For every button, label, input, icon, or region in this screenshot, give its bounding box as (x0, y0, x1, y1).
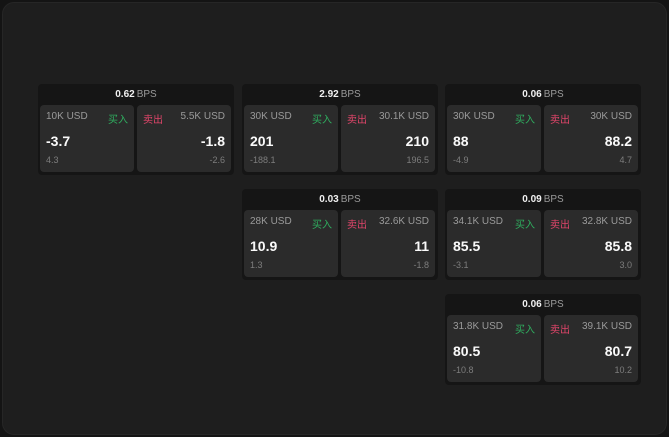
buy-change: -188.1 (250, 155, 276, 165)
sell-button[interactable]: 卖出 39.1K USD 80.7 10.2 (544, 315, 638, 382)
spread-unit: BPS (340, 194, 361, 205)
spread-unit: BPS (136, 89, 157, 100)
spread-header: 0.09 BPS (445, 189, 641, 210)
quote-card: 2.92 BPS 30K USD 买入 201 -188.1 卖出 30.1K USD… (242, 84, 438, 175)
sell-price: 210 (405, 133, 429, 149)
sell-size: 39.1K USD (581, 321, 632, 332)
sell-change: 4.7 (619, 155, 632, 165)
spread-unit: BPS (543, 299, 564, 310)
spread-unit: BPS (340, 89, 361, 100)
buy-button[interactable]: 30K USD 买入 88 -4.9 (447, 105, 541, 172)
spread-value: 0.06 (522, 299, 542, 310)
quote-card: 0.06 BPS 31.8K USD 买入 80.5 -10.8 卖出 39.1K U… (445, 294, 641, 385)
sell-label: 卖出 (143, 115, 163, 126)
sell-change: 196.5 (406, 155, 429, 165)
sell-size: 30K USD (590, 111, 632, 122)
buy-size: 30K USD (453, 111, 495, 122)
buy-label: 买入 (312, 115, 332, 126)
buy-price: -3.7 (46, 133, 71, 149)
spread-header: 2.92 BPS (242, 84, 438, 105)
buy-size: 10K USD (46, 111, 88, 122)
buy-price: 85.5 (453, 238, 481, 254)
buy-size: 31.8K USD (453, 321, 504, 332)
buy-button[interactable]: 28K USD 买入 10.9 1.3 (244, 210, 338, 277)
sell-button[interactable]: 卖出 32.6K USD 11 -1.8 (341, 210, 435, 277)
buy-button[interactable]: 30K USD 买入 201 -188.1 (244, 105, 338, 172)
sell-price: 85.8 (604, 238, 632, 254)
sell-price: 80.7 (604, 343, 632, 359)
buy-label: 买入 (515, 115, 535, 126)
buy-label: 买入 (312, 220, 332, 231)
quote-card: 0.03 BPS 28K USD 买入 10.9 1.3 卖出 32.6K USD 1… (242, 189, 438, 280)
buy-change: -4.9 (453, 155, 469, 165)
sell-size: 30.1K USD (378, 111, 429, 122)
buy-label: 买入 (515, 325, 535, 336)
spread-header: 0.06 BPS (445, 84, 641, 105)
buy-button[interactable]: 31.8K USD 买入 80.5 -10.8 (447, 315, 541, 382)
spread-unit: BPS (543, 194, 564, 205)
sell-label: 卖出 (347, 115, 367, 126)
sell-label: 卖出 (550, 220, 570, 231)
spread-header: 0.06 BPS (445, 294, 641, 315)
sell-label: 卖出 (347, 220, 367, 231)
quote-card: 0.06 BPS 30K USD 买入 88 -4.9 卖出 30K USD 88.2… (445, 84, 641, 175)
sell-price: 11 (414, 238, 429, 254)
buy-size: 34.1K USD (453, 216, 504, 227)
buy-change: 4.3 (46, 155, 59, 165)
spread-value: 2.92 (319, 89, 339, 100)
sell-button[interactable]: 卖出 30.1K USD 210 196.5 (341, 105, 435, 172)
buy-price: 88 (453, 133, 469, 149)
buy-change: 1.3 (250, 260, 263, 270)
sell-change: 3.0 (619, 260, 632, 270)
buy-price: 201 (250, 133, 274, 149)
buy-button[interactable]: 10K USD 买入 -3.7 4.3 (40, 105, 134, 172)
spread-unit: BPS (543, 89, 564, 100)
buy-price: 10.9 (250, 238, 278, 254)
buy-change: -10.8 (453, 365, 474, 375)
buy-change: -3.1 (453, 260, 469, 270)
sell-label: 卖出 (550, 115, 570, 126)
quote-card: 0.62 BPS 10K USD 买入 -3.7 4.3 卖出 5.5K USD -1… (38, 84, 234, 175)
buy-size: 28K USD (250, 216, 292, 227)
buy-size: 30K USD (250, 111, 292, 122)
sell-change: -1.8 (413, 260, 429, 270)
sell-change: 10.2 (614, 365, 632, 375)
buy-label: 买入 (515, 220, 535, 231)
sell-button[interactable]: 卖出 30K USD 88.2 4.7 (544, 105, 638, 172)
sell-button[interactable]: 卖出 32.8K USD 85.8 3.0 (544, 210, 638, 277)
sell-change: -2.6 (209, 155, 225, 165)
spread-header: 0.03 BPS (242, 189, 438, 210)
sell-button[interactable]: 卖出 5.5K USD -1.8 -2.6 (137, 105, 231, 172)
buy-button[interactable]: 34.1K USD 买入 85.5 -3.1 (447, 210, 541, 277)
buy-price: 80.5 (453, 343, 481, 359)
sell-size: 32.8K USD (581, 216, 632, 227)
sell-label: 卖出 (550, 325, 570, 336)
sell-size: 5.5K USD (180, 111, 225, 122)
sell-size: 32.6K USD (378, 216, 429, 227)
spread-value: 0.09 (522, 194, 542, 205)
spread-value: 0.03 (319, 194, 339, 205)
quote-card: 0.09 BPS 34.1K USD 买入 85.5 -3.1 卖出 32.8K US… (445, 189, 641, 280)
spread-header: 0.62 BPS (38, 84, 234, 105)
buy-label: 买入 (108, 115, 128, 126)
spread-value: 0.06 (522, 89, 542, 100)
spread-value: 0.62 (115, 89, 135, 100)
sell-price: -1.8 (200, 133, 225, 149)
sell-price: 88.2 (604, 133, 632, 149)
